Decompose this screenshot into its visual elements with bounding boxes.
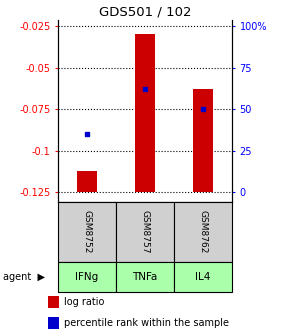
Bar [58,262,116,292]
Bar [193,89,213,193]
Bar [48,317,59,329]
Bar [174,202,232,262]
Bar [58,202,116,262]
Bar [48,296,59,308]
Text: GSM8752: GSM8752 [82,210,92,254]
Bar [116,202,174,262]
Text: agent  ▶: agent ▶ [3,272,45,282]
Text: GSM8762: GSM8762 [198,210,208,254]
Text: IL4: IL4 [195,272,211,282]
Bar [77,171,97,193]
Bar [116,262,174,292]
Bar [174,262,232,292]
Text: log ratio: log ratio [64,297,104,307]
Text: percentile rank within the sample: percentile rank within the sample [64,318,229,328]
Text: TNFa: TNFa [132,272,158,282]
Text: IFNg: IFNg [75,272,99,282]
Text: GSM8757: GSM8757 [140,210,150,254]
Title: GDS501 / 102: GDS501 / 102 [99,6,191,19]
Bar [135,34,155,193]
